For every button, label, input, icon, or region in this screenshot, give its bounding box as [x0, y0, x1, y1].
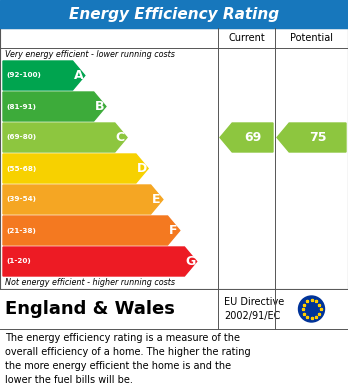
Text: A: A [74, 69, 83, 82]
Bar [0, 329, 348, 391]
Bar [0, 289, 348, 329]
Polygon shape [3, 185, 163, 214]
Text: (1-20): (1-20) [6, 258, 31, 264]
Text: G: G [185, 255, 196, 268]
Bar [0, 28, 348, 289]
Polygon shape [220, 123, 273, 152]
Text: Very energy efficient - lower running costs: Very energy efficient - lower running co… [5, 50, 175, 59]
Text: (69-80): (69-80) [6, 135, 36, 140]
Text: 69: 69 [244, 131, 261, 144]
Polygon shape [3, 123, 127, 152]
Text: (21-38): (21-38) [6, 228, 36, 233]
Text: Not energy efficient - higher running costs: Not energy efficient - higher running co… [5, 278, 175, 287]
Text: (81-91): (81-91) [6, 104, 36, 109]
Text: England & Wales: England & Wales [5, 300, 175, 318]
Text: Current: Current [228, 33, 265, 43]
Text: The energy efficiency rating is a measure of the
overall efficiency of a home. T: The energy efficiency rating is a measur… [5, 333, 251, 385]
Text: D: D [137, 162, 147, 175]
Polygon shape [3, 154, 148, 183]
Text: (92-100): (92-100) [6, 72, 41, 79]
Text: Potential: Potential [290, 33, 333, 43]
Text: EU Directive
2002/91/EC: EU Directive 2002/91/EC [224, 297, 284, 321]
Text: (55-68): (55-68) [6, 165, 36, 172]
Text: F: F [168, 224, 177, 237]
Polygon shape [3, 247, 197, 276]
Polygon shape [3, 92, 106, 121]
Polygon shape [3, 61, 85, 90]
Bar [0, 0, 348, 28]
Polygon shape [277, 123, 346, 152]
Text: C: C [116, 131, 125, 144]
Text: 75: 75 [309, 131, 326, 144]
Polygon shape [3, 216, 180, 245]
Text: (39-54): (39-54) [6, 197, 36, 203]
Circle shape [299, 296, 324, 322]
Text: E: E [152, 193, 160, 206]
Text: B: B [95, 100, 104, 113]
Text: Energy Efficiency Rating: Energy Efficiency Rating [69, 7, 279, 22]
